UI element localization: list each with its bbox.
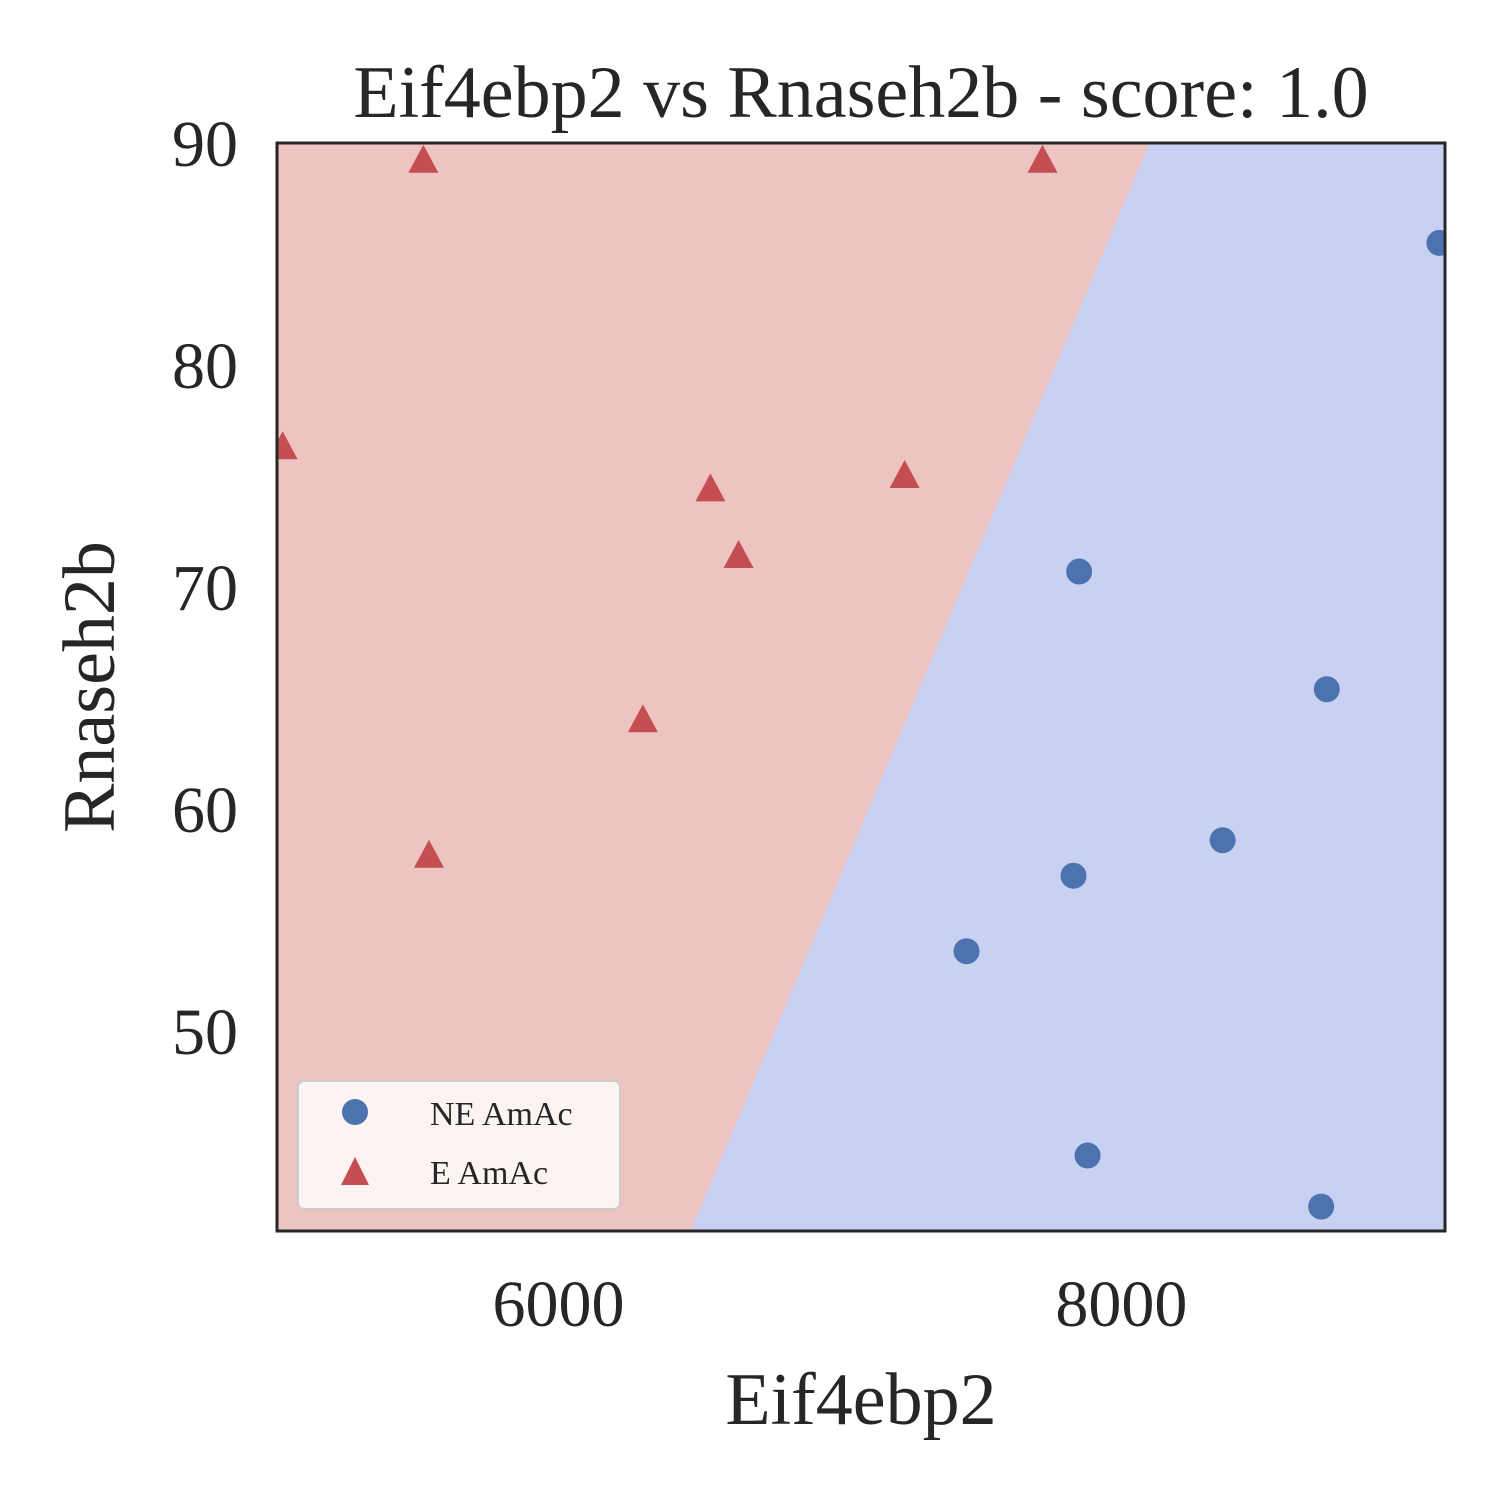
decision-regions (277, 143, 1445, 1231)
y-tick-label: 60 (172, 774, 238, 847)
data-points (277, 144, 1445, 1220)
plot-frame (275, 141, 1447, 1233)
legend-triangle-marker (341, 1157, 369, 1185)
y-tick-label: 50 (172, 996, 238, 1069)
point-ne (1060, 862, 1087, 889)
x-tick-label: 6000 (492, 1268, 624, 1341)
point-e (277, 431, 298, 460)
legend-label-ne: NE AmAc (430, 1096, 573, 1133)
point-e (627, 704, 658, 733)
legend-circle-marker (342, 1099, 368, 1125)
point-ne (1313, 676, 1340, 703)
x-tick-label: 8000 (1055, 1268, 1187, 1341)
point-e (695, 473, 726, 502)
point-ne (1308, 1193, 1335, 1220)
y-tick-label: 70 (172, 552, 238, 625)
point-ne (1209, 827, 1236, 854)
point-e (1027, 144, 1058, 173)
point-e (723, 539, 754, 568)
y-axis-label: Rnaseh2b (49, 541, 131, 833)
point-ne (1066, 558, 1093, 585)
point-e (408, 144, 439, 173)
point-ne (1426, 229, 1445, 256)
legend: NE AmAc E AmAc (297, 1080, 621, 1210)
point-e (889, 460, 920, 489)
legend-label-e: E AmAc (430, 1155, 548, 1192)
legend-box (297, 1080, 621, 1210)
x-axis-ticks: 6000 8000 (492, 1268, 1187, 1341)
y-tick-label: 90 (172, 108, 238, 181)
point-e (413, 839, 444, 868)
y-axis-ticks: 50 60 70 80 90 (172, 108, 238, 1069)
chart-title: Eif4ebp2 vs Rnaseh2b - score: 1.0 (353, 52, 1368, 134)
point-ne (953, 938, 980, 965)
region-e (277, 143, 1150, 1231)
y-tick-label: 80 (172, 330, 238, 403)
point-ne (1074, 1142, 1101, 1169)
x-axis-label: Eif4ebp2 (725, 1359, 996, 1441)
